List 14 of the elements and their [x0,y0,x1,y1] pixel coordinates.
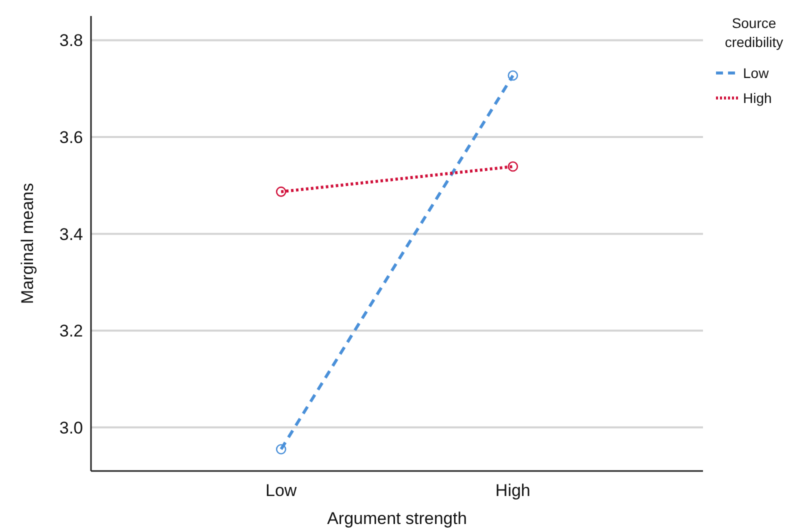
point [508,161,518,172]
y-tick-label: 3.6 [59,128,83,147]
legend-label: High [743,90,772,106]
y-tick-label: 3.8 [59,31,83,50]
point [276,444,286,454]
point [508,70,518,81]
y-tick-label: 3.2 [59,322,83,341]
point [276,186,286,197]
y-axis-title: Marginal means [18,183,37,304]
x-axis-title: Argument strength [327,509,467,528]
legend-title: Source credibility [724,15,784,50]
legend-label: Low [743,65,770,81]
y-tick-label: 3.0 [59,418,83,438]
y-tick-label: 3.4 [59,224,83,244]
